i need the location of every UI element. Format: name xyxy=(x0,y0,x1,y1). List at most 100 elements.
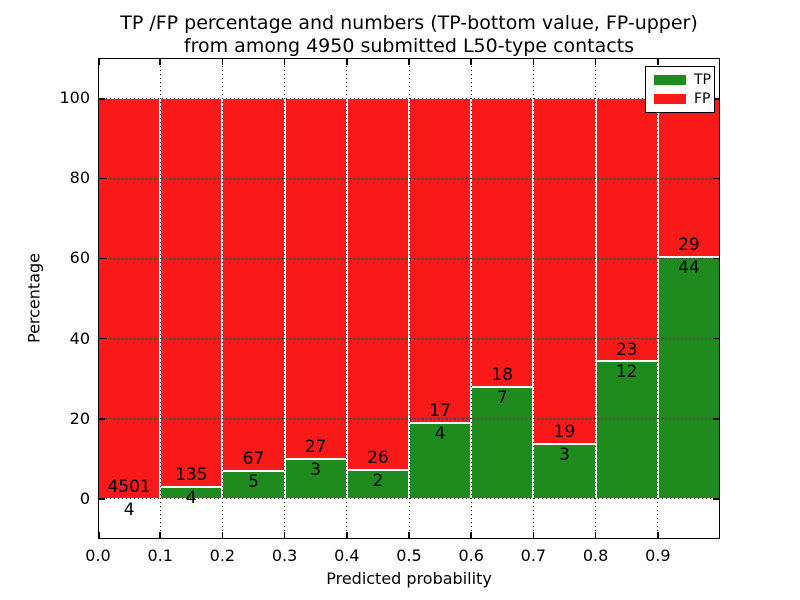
fp-bar-segment xyxy=(409,98,472,423)
fp-count-label: 18 xyxy=(491,364,514,385)
chart-title-line1: TP /FP percentage and numbers (TP-bottom… xyxy=(120,12,698,34)
fp-count-label: 17 xyxy=(429,400,451,421)
fp-bar-segment xyxy=(284,98,347,459)
tp-count-label: 44 xyxy=(678,258,700,279)
axes-frame xyxy=(98,58,720,539)
vertical-gridline xyxy=(657,58,659,539)
legend-label-fp: FP xyxy=(694,90,711,107)
x-tick-label: 0.8 xyxy=(582,546,609,565)
x-tick-label: 0.5 xyxy=(396,546,422,565)
y-tick-mark xyxy=(98,418,105,420)
tp-count-label: 4 xyxy=(123,499,135,520)
fp-bar-segment xyxy=(160,98,223,488)
vertical-gridline xyxy=(159,58,161,539)
x-tick-label: 0.9 xyxy=(645,546,671,565)
x-tick-mark xyxy=(718,532,720,539)
x-tick-mark xyxy=(221,58,224,65)
tp-bar-segment xyxy=(595,361,658,499)
fp-count-label: 135 xyxy=(175,465,208,486)
legend-entry-tp: TP xyxy=(654,73,711,87)
vertical-gridline xyxy=(408,58,410,539)
x-axis-label: Predicted probability xyxy=(326,569,492,588)
fp-bar-segment xyxy=(98,98,161,499)
fp-bar-segment xyxy=(657,98,720,258)
x-tick-label: 0.3 xyxy=(271,546,298,565)
x-tick-mark xyxy=(594,58,597,65)
y-tick-mark xyxy=(98,337,105,340)
fp-count-label: 27 xyxy=(304,436,327,457)
horizontal-gridline xyxy=(98,498,720,500)
legend-entry-fp: FP xyxy=(654,92,711,106)
legend: TP FP xyxy=(645,66,715,113)
fp-count-label: 29 xyxy=(678,235,700,256)
fp-bar-segment xyxy=(222,98,285,472)
fp-bar-segment xyxy=(533,98,596,445)
y-tick-label: 0 xyxy=(79,488,90,508)
y-tick-mark xyxy=(98,98,105,100)
tp-bar-segment xyxy=(471,386,534,499)
vertical-gridline xyxy=(284,58,286,539)
horizontal-gridline xyxy=(98,177,720,179)
tp-bar-segment xyxy=(533,444,596,499)
x-tick-mark xyxy=(283,532,286,539)
y-tick-mark xyxy=(713,498,720,500)
x-tick-mark xyxy=(159,58,161,65)
plot-area: TP FP 4501 4 135 4 67 5 27 3 26 2 17 4 18 7 19 3 23 12 29 4… xyxy=(98,58,720,539)
y-tick-mark xyxy=(713,418,720,420)
x-tick-mark xyxy=(470,532,472,539)
tp-count-label: 2 xyxy=(372,471,384,492)
horizontal-gridline xyxy=(98,257,720,259)
tp-count-label: 3 xyxy=(559,445,570,466)
horizontal-gridline xyxy=(98,418,720,420)
x-tick-mark xyxy=(594,532,597,539)
y-tick-mark xyxy=(713,337,720,340)
y-tick-label: 60 xyxy=(69,248,90,268)
x-tick-label: 0.1 xyxy=(147,546,173,565)
x-tick-mark xyxy=(283,58,286,65)
tp-count-label: 3 xyxy=(310,459,322,480)
y-tick-label: 80 xyxy=(69,168,90,188)
tp-count-label: 12 xyxy=(615,362,638,383)
x-tick-mark xyxy=(657,532,659,539)
x-tick-mark xyxy=(718,58,720,65)
x-tick-mark xyxy=(98,58,100,65)
x-tick-mark xyxy=(470,58,472,65)
chart-title-line2: from among 4950 submitted L50-type conta… xyxy=(183,35,635,57)
x-tick-mark xyxy=(346,58,348,65)
vertical-gridline xyxy=(346,58,348,539)
y-tick-label: 100 xyxy=(59,88,90,108)
fp-bar-segment xyxy=(346,98,409,471)
y-tick-label: 40 xyxy=(69,328,90,348)
x-tick-mark xyxy=(221,532,224,539)
y-tick-mark xyxy=(713,98,720,100)
tp-bar-segment xyxy=(222,471,285,499)
x-tick-label: 0.0 xyxy=(85,546,111,565)
fp-count-label: 19 xyxy=(553,422,576,443)
x-tick-mark xyxy=(408,58,410,65)
vertical-gridline xyxy=(532,58,534,539)
y-tick-mark xyxy=(713,177,720,179)
tp-count-label: 4 xyxy=(434,423,446,444)
tp-count-label: 4 xyxy=(185,488,197,509)
y-tick-mark xyxy=(713,257,720,260)
tp-count-label: 7 xyxy=(496,387,508,408)
x-tick-label: 0.6 xyxy=(458,546,484,565)
y-tick-mark xyxy=(98,257,105,260)
vertical-gridline xyxy=(221,58,223,539)
tp-bar-segment xyxy=(409,422,472,499)
fp-bar-segment xyxy=(595,98,658,362)
x-tick-mark xyxy=(532,58,535,65)
x-tick-mark xyxy=(408,532,410,539)
fp-count-label: 67 xyxy=(242,449,265,470)
fp-color-swatch xyxy=(654,93,686,104)
chart-title: TP /FP percentage and numbers (TP-bottom… xyxy=(98,12,720,58)
vertical-gridline xyxy=(595,58,597,539)
horizontal-gridline xyxy=(98,338,720,340)
x-tick-label: 0.2 xyxy=(209,546,236,565)
y-tick-mark xyxy=(98,498,105,500)
x-tick-mark xyxy=(532,532,535,539)
tp-bar-segment xyxy=(284,458,347,499)
tp-count-label: 5 xyxy=(248,472,259,493)
fp-count-label: 26 xyxy=(367,448,389,469)
